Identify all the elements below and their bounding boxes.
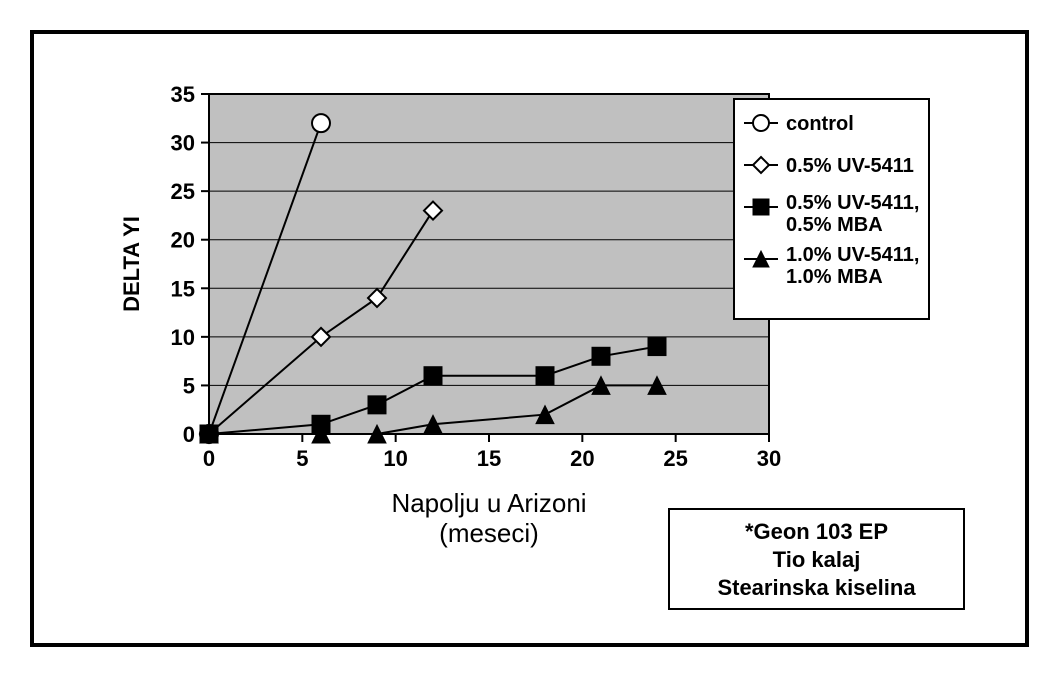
svg-text:5: 5 (183, 373, 195, 398)
svg-text:10: 10 (171, 325, 195, 350)
chart-container: 0 5 10 15 20 25 30 35 0 5 10 15 20 25 30 DELTA YI Napolj… (94, 64, 974, 624)
x-axis-label-line2: (meseci) (439, 518, 539, 548)
series-marker-uv5411_05_mba_05 (648, 338, 666, 356)
svg-text:0: 0 (203, 446, 215, 471)
series-marker-uv5411_05_mba_05 (424, 367, 442, 385)
legend-label-control: control (786, 113, 854, 135)
svg-text:20: 20 (570, 446, 594, 471)
outer-frame: 0 5 10 15 20 25 30 35 0 5 10 15 20 25 30 DELTA YI Napolj… (30, 30, 1029, 647)
footnote-line3: Stearinska kiselina (717, 575, 916, 600)
legend-label-uv5411_05_mba_05-l2: 0.5% MBA (786, 214, 883, 236)
series-marker-control (312, 114, 330, 132)
series-marker-uv5411_05_mba_05 (592, 347, 610, 365)
svg-text:25: 25 (663, 446, 687, 471)
svg-text:30: 30 (757, 446, 781, 471)
footnote-line2: Tio kalaj (773, 547, 861, 572)
svg-text:15: 15 (171, 276, 195, 301)
y-axis-label: DELTA YI (119, 216, 144, 312)
svg-text:0: 0 (183, 422, 195, 447)
svg-text:5: 5 (296, 446, 308, 471)
svg-text:25: 25 (171, 179, 195, 204)
svg-text:30: 30 (171, 131, 195, 156)
chart-svg: 0 5 10 15 20 25 30 35 0 5 10 15 20 25 30 DELTA YI Napolj… (94, 64, 974, 624)
svg-text:20: 20 (171, 228, 195, 253)
legend-label-uv5411_05_mba_05-l1: 0.5% UV-5411, (786, 192, 919, 214)
x-axis-label-line1: Napolju u Arizoni (391, 488, 586, 518)
svg-text:35: 35 (171, 82, 195, 107)
legend-label-uv5411_10_mba_10-l2: 1.0% MBA (786, 266, 883, 288)
series-marker-uv5411_05_mba_05 (368, 396, 386, 414)
series-marker-uv5411_05_mba_05 (536, 367, 554, 385)
svg-text:15: 15 (477, 446, 501, 471)
footnote-line1: *Geon 103 EP (745, 519, 888, 544)
legend-label-uv5411_10_mba_10-l1: 1.0% UV-5411, (786, 244, 919, 266)
legend-label-uv5411_05: 0.5% UV-5411 (786, 155, 914, 177)
svg-text:10: 10 (383, 446, 407, 471)
